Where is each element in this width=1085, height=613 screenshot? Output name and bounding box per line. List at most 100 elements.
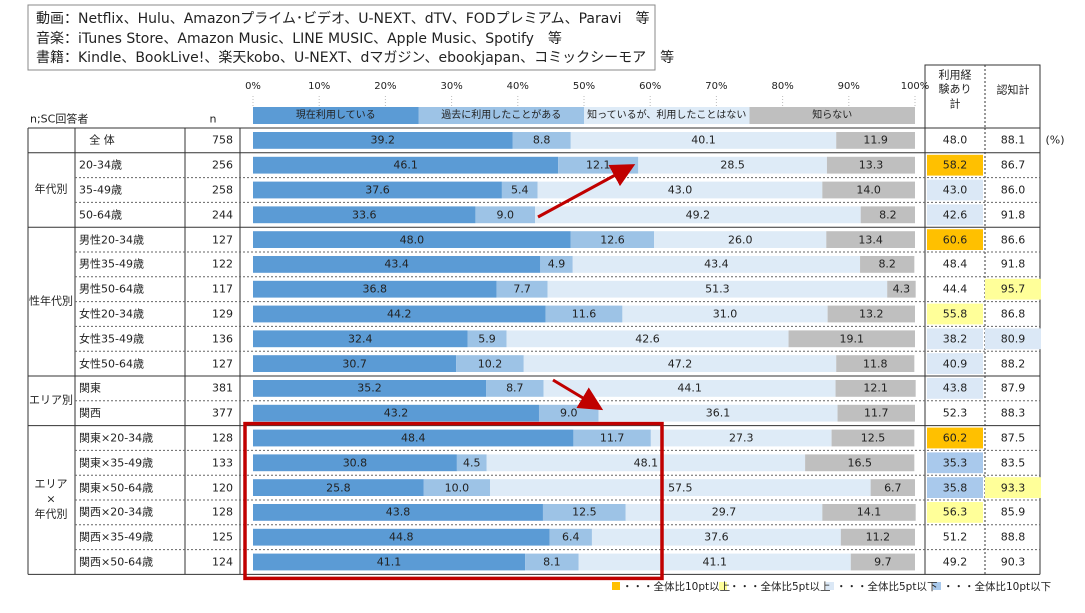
category-label: 女性20-34歳 [79, 307, 144, 321]
bar-segment [501, 181, 538, 199]
bar-segment [540, 256, 573, 273]
bar-segment [253, 132, 513, 149]
bar-value-label: 4.9 [547, 257, 566, 271]
n-value: 125 [212, 530, 233, 544]
awareness-total-value: 87.9 [1000, 381, 1026, 395]
highlight-box [243, 421, 664, 581]
bar-value-label: 44.8 [389, 530, 414, 544]
cell-highlight [927, 179, 983, 201]
bar-value-label: 11.6 [571, 307, 597, 321]
bar-segment [591, 528, 841, 546]
bar-value-label: 51.3 [705, 282, 730, 296]
bar-value-label: 33.6 [351, 208, 377, 222]
awareness-total-value: 95.7 [1000, 282, 1026, 296]
bar-value-label: 43.2 [383, 406, 409, 420]
bar-value-label: 11.7 [599, 431, 625, 445]
usage-total-value: 43.8 [942, 381, 968, 395]
bar-segment [870, 479, 915, 496]
awareness-total-value: 86.7 [1000, 158, 1026, 172]
n-value: 136 [212, 332, 233, 346]
bar-value-label: 39.2 [370, 133, 396, 147]
bar-segment [467, 330, 507, 348]
bar-value-label: 13.4 [858, 233, 883, 247]
bar-value-label: 37.6 [365, 183, 390, 197]
legend-label: 知らない [812, 110, 853, 121]
awareness-total-value: 88.8 [1000, 530, 1026, 544]
bar-value-label: 5.4 [511, 183, 529, 197]
usage-total-value: 56.3 [942, 505, 968, 519]
bar-value-label: 30.8 [342, 456, 368, 470]
x-tick-label: 60% [639, 81, 662, 92]
bar-segment [654, 231, 827, 248]
bar-value-label: 44.2 [387, 307, 412, 321]
awareness-total-value: 87.5 [1000, 431, 1026, 445]
bar-value-label: 8.2 [879, 208, 897, 222]
bar-segment [837, 404, 915, 422]
bar-segment [253, 504, 543, 521]
bar-segment [475, 206, 536, 224]
bar-value-label: 49.2 [685, 208, 711, 222]
bar-segment [496, 280, 548, 298]
bar-segment [253, 231, 571, 248]
bar-segment [572, 256, 861, 273]
bar-value-label: 37.6 [704, 530, 729, 544]
note-line: 書籍：Kindle、BookLive!、楽天kobo、U-NEXT、dマガジン、… [36, 50, 675, 66]
cell-highlight [927, 353, 983, 374]
awareness-total-value: 93.3 [1000, 481, 1026, 495]
category-label: 全 体 [89, 133, 115, 147]
usage-total-value: 49.2 [942, 555, 968, 569]
cell-highlight [927, 502, 983, 523]
group-label: エリア別 [29, 393, 73, 407]
awareness-total-value: 86.6 [1000, 233, 1026, 247]
bar-segment [827, 305, 915, 323]
bar-value-label: 57.5 [668, 481, 693, 495]
bar-segment [489, 479, 871, 496]
legend-label: 現在利用している [295, 110, 376, 121]
bar-value-label: 13.3 [858, 158, 884, 172]
x-tick-label: 0% [245, 81, 261, 92]
x-tick-label: 30% [440, 81, 463, 92]
bar-value-label: 35.2 [357, 381, 382, 395]
bar-value-label: 9.7 [874, 555, 892, 569]
cell-highlight [985, 328, 1041, 350]
x-tick-label: 70% [705, 81, 728, 92]
bar-value-label: 28.5 [720, 158, 745, 172]
bar-value-label: 26.0 [727, 233, 753, 247]
awareness-total-value: 88.3 [1000, 406, 1026, 420]
bar-segment [835, 380, 916, 397]
highlight-legend-label: ・・・全体比10pt以上 [622, 580, 731, 593]
legend-swatch [749, 107, 915, 124]
bar-value-label: 47.2 [667, 357, 693, 371]
bar-segment [622, 305, 828, 323]
bar-value-label: 10.2 [477, 357, 503, 371]
n-value: 381 [212, 381, 233, 395]
n-value: 124 [212, 555, 233, 569]
bar-segment [543, 380, 836, 397]
arrow [537, 164, 636, 219]
bar-value-label: 5.9 [478, 332, 496, 346]
bar-value-label: 8.8 [532, 133, 551, 147]
bar-segment [506, 330, 789, 348]
n-value: 122 [212, 257, 233, 271]
respondents-header: n;SC回答者 [30, 112, 89, 126]
legend-swatch [418, 107, 584, 124]
bar-segment [523, 355, 837, 372]
bar-segment [573, 429, 651, 447]
bar-segment [570, 231, 655, 248]
bar-segment [456, 355, 524, 372]
x-tick-label: 10% [308, 81, 331, 92]
usage-total-value: 52.3 [942, 406, 968, 420]
highlight-legend-swatch [719, 582, 727, 590]
usage-total-value: 58.2 [942, 158, 968, 172]
bar-value-label: 46.1 [393, 158, 418, 172]
highlight-legend-swatch [826, 582, 834, 590]
cell-highlight [985, 278, 1041, 300]
bar-value-label: 6.7 [884, 481, 902, 495]
x-tick-label: 100% [900, 81, 930, 92]
bar-value-label: 48.0 [399, 233, 425, 247]
category-label: 50-64歳 [79, 208, 122, 222]
bar-value-label: 14.1 [856, 505, 882, 519]
bar-value-label: 8.1 [543, 555, 561, 569]
n-header: n [209, 112, 217, 126]
bar-segment [253, 380, 487, 397]
